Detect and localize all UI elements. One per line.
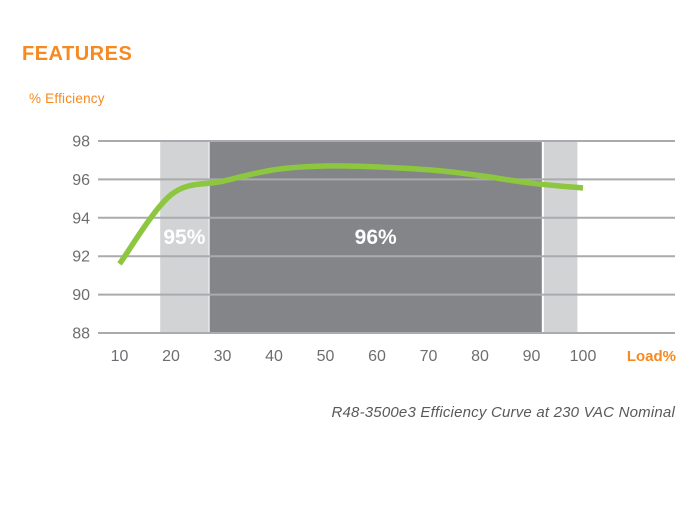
y-tick-label-98: 98 [72, 134, 90, 151]
x-tick-label-50: 50 [317, 348, 335, 365]
y-tick-label-94: 94 [72, 210, 90, 227]
y-tick-label-92: 92 [72, 249, 90, 266]
x-tick-label-60: 60 [368, 348, 386, 365]
y-tick-label-96: 96 [72, 172, 90, 189]
x-axis-title: Load% [627, 348, 676, 365]
y-tick-label-88: 88 [72, 326, 90, 343]
efficiency-band-1 [160, 142, 209, 332]
page-title: FEATURES [22, 43, 133, 66]
x-tick-label-20: 20 [162, 348, 180, 365]
x-tick-label-10: 10 [111, 348, 129, 365]
efficiency-band-3 [543, 142, 578, 332]
band-label-95%: 95% [163, 226, 205, 249]
x-tick-label-40: 40 [265, 348, 283, 365]
x-tick-label-30: 30 [214, 348, 232, 365]
y-tick-label-90: 90 [72, 287, 90, 304]
x-tick-label-100: 100 [570, 348, 597, 365]
efficiency-curve [117, 163, 584, 266]
band-label-96%: 96% [355, 226, 397, 249]
chart-caption: R48-3500e3 Efficiency Curve at 230 VAC N… [331, 404, 675, 421]
x-tick-label-90: 90 [523, 348, 541, 365]
x-tick-label-70: 70 [420, 348, 438, 365]
y-axis-title: % Efficiency [29, 91, 105, 106]
x-tick-label-80: 80 [471, 348, 489, 365]
